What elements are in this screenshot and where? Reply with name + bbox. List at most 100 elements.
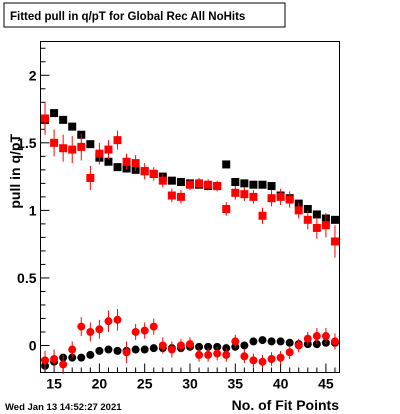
data-point [77,142,86,151]
data-point [258,180,267,189]
data-point [222,160,231,169]
data-point [294,341,303,350]
data-point [41,114,50,123]
data-point [158,341,167,350]
data-point [140,167,149,176]
data-point [140,345,149,354]
data-point [95,149,104,158]
data-point [258,357,267,366]
data-point [285,338,294,347]
y-tick-label: 1.5 [17,135,37,151]
data-point [86,173,95,182]
data-point [204,180,213,189]
data-point [104,345,113,354]
data-point [294,206,303,215]
data-point [222,205,231,214]
x-tick-label: 40 [273,376,289,392]
data-point [167,191,176,200]
data-point [131,327,140,336]
timestamp-label: Wed Jan 13 14:52:27 2021 [5,402,122,413]
data-point [86,327,95,336]
data-point [59,360,68,369]
data-point [59,144,68,153]
data-point [149,322,158,331]
data-point [186,180,194,189]
data-point [258,336,267,345]
y-tick-label: 2 [29,67,37,83]
data-point [267,337,276,346]
data-series [41,102,339,374]
data-point [113,163,122,172]
data-point [113,346,122,355]
data-point [231,178,240,187]
plot-frame [40,41,340,373]
x-tick-label: 30 [182,376,198,392]
data-point [95,325,104,334]
data-point [285,195,294,204]
x-tick-label: 45 [318,376,334,392]
data-point [231,337,240,346]
data-point [68,122,77,131]
data-point [167,345,176,354]
data-point [104,145,113,154]
data-point [249,192,258,201]
data-point [167,176,176,185]
data-point [267,182,276,191]
data-point [276,353,285,362]
data-point [176,341,185,350]
y-tick-label: 1 [29,202,37,218]
data-point [149,344,158,353]
data-point [176,178,185,187]
data-point [249,356,258,365]
data-point [50,354,59,363]
data-point [330,237,339,246]
data-point [195,342,204,351]
data-point [131,159,140,168]
data-point [77,322,86,331]
data-point [285,348,294,357]
data-point [41,356,50,365]
x-axis-ticks: 15 20 25 30 35 40 45 [44,363,336,392]
data-point [321,221,330,230]
data-point [222,350,231,359]
data-point [86,140,95,149]
data-point [50,138,59,147]
chart-title: Fitted pull in q/pT for Global Rec All N… [10,11,245,23]
data-point [249,180,258,189]
data-point [258,211,267,220]
y-tick-label: 0 [29,337,37,353]
data-point [312,223,321,232]
data-point [104,157,113,166]
data-point [176,192,185,201]
data-point [240,341,249,350]
data-point [303,334,312,343]
data-point [131,345,140,354]
data-point [86,350,95,359]
data-point [249,337,258,346]
series-0 [41,109,339,224]
data-point [113,136,122,145]
x-tick-label: 25 [137,376,153,392]
data-point [140,326,149,335]
data-point [149,169,158,178]
series-3 [41,309,339,374]
data-point [195,179,204,188]
data-point [95,346,104,355]
data-point [267,354,276,363]
data-point [330,215,339,224]
data-point [303,215,312,224]
data-point [50,109,59,118]
data-point [267,194,276,203]
data-point [195,350,204,359]
x-tick-label: 35 [228,376,244,392]
data-point [204,342,213,351]
data-point [321,332,330,341]
data-point [213,349,222,358]
x-tick-label: 15 [46,376,62,392]
data-point [312,210,321,219]
data-point [68,345,77,354]
data-point [231,188,240,197]
data-point [122,348,131,357]
data-point [276,337,285,346]
